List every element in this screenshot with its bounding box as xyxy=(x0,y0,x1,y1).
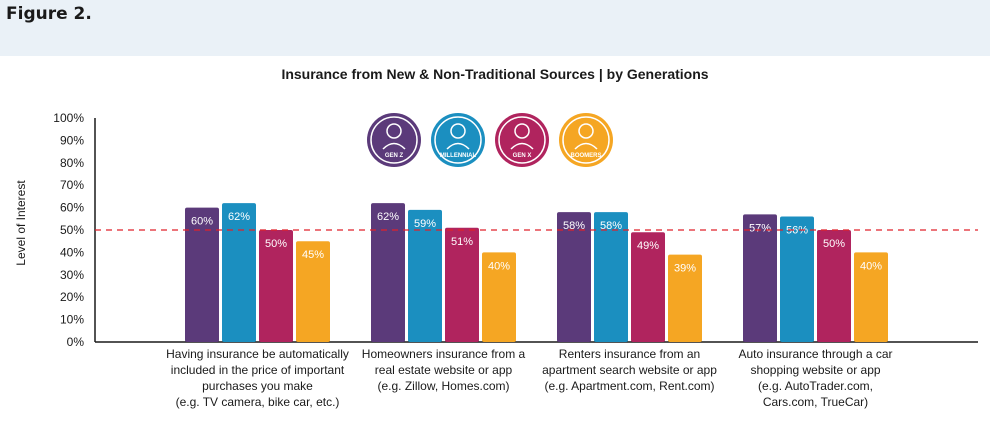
x-category-label: Homeowners insurance from a real estate w… xyxy=(362,347,526,393)
figure-label: Figure 2. xyxy=(6,4,92,24)
legend-label: GEN Z xyxy=(385,153,404,159)
person-head-icon xyxy=(386,123,402,139)
person-head-icon xyxy=(514,123,530,139)
bar xyxy=(445,227,479,342)
bar xyxy=(817,230,851,342)
bar-value-label: 58% xyxy=(563,220,585,232)
bar xyxy=(854,252,888,342)
legend-label: GEN X xyxy=(513,153,532,159)
bar xyxy=(371,203,405,342)
bar-value-label: 51% xyxy=(451,236,473,248)
legend-badge-ring xyxy=(562,116,610,164)
person-shoulders-icon xyxy=(382,142,406,150)
bar-value-label: 57% xyxy=(749,222,771,234)
y-tick-label: 90% xyxy=(60,133,84,147)
y-tick-label: 80% xyxy=(60,156,84,170)
legend-badge-ring xyxy=(434,116,482,164)
y-tick-label: 70% xyxy=(60,178,84,192)
bar-value-label: 62% xyxy=(228,211,250,223)
bar xyxy=(557,212,591,342)
y-tick-label: 100% xyxy=(53,111,84,125)
person-shoulders-icon xyxy=(446,142,470,150)
legend-badge xyxy=(495,113,549,167)
legend-label: MILLENNIAL xyxy=(440,153,477,159)
bar xyxy=(631,232,665,342)
bar xyxy=(259,230,293,342)
legend-label: BOOMERS xyxy=(570,153,601,159)
bar-value-label: 49% xyxy=(637,240,659,252)
bar xyxy=(296,241,330,342)
bar-value-label: 56% xyxy=(786,225,808,237)
y-tick-label: 60% xyxy=(60,201,84,215)
bar-value-label: 40% xyxy=(488,260,510,272)
bar xyxy=(185,207,219,342)
x-category-label: Auto insurance through a car shopping web… xyxy=(738,347,892,409)
bar xyxy=(408,209,442,342)
y-tick-label: 0% xyxy=(67,335,85,349)
x-category-label: Renters insurance from an apartment searc… xyxy=(542,347,717,393)
y-tick-label: 40% xyxy=(60,245,84,259)
legend-badge xyxy=(431,113,485,167)
chart-title: Insurance from New & Non-Traditional Sou… xyxy=(281,66,709,82)
bar-value-label: 40% xyxy=(860,260,882,272)
person-head-icon xyxy=(578,123,594,139)
bar-value-label: 59% xyxy=(414,218,436,230)
x-category-label: Having insurance be automatically include… xyxy=(166,347,349,409)
bar-value-label: 60% xyxy=(191,216,213,228)
legend-badge-ring xyxy=(370,116,418,164)
bar xyxy=(743,214,777,342)
bar-value-label: 62% xyxy=(377,211,399,223)
bar-value-label: 39% xyxy=(674,263,696,275)
person-shoulders-icon xyxy=(510,142,534,150)
bar xyxy=(668,254,702,342)
y-tick-label: 30% xyxy=(60,268,84,282)
bar xyxy=(594,212,628,342)
bar-value-label: 58% xyxy=(600,220,622,232)
bar xyxy=(780,216,814,342)
header-band xyxy=(0,0,990,56)
bar-value-label: 45% xyxy=(302,249,324,261)
bar-value-label: 50% xyxy=(823,238,845,250)
y-tick-label: 50% xyxy=(60,223,84,237)
y-tick-label: 10% xyxy=(60,313,84,327)
legend-badge xyxy=(559,113,613,167)
bar xyxy=(222,203,256,342)
person-head-icon xyxy=(450,123,466,139)
bar xyxy=(482,252,516,342)
person-shoulders-icon xyxy=(574,142,598,150)
legend-badge xyxy=(367,113,421,167)
bar-value-label: 50% xyxy=(265,238,287,250)
legend-badge-ring xyxy=(498,116,546,164)
y-tick-label: 20% xyxy=(60,290,84,304)
